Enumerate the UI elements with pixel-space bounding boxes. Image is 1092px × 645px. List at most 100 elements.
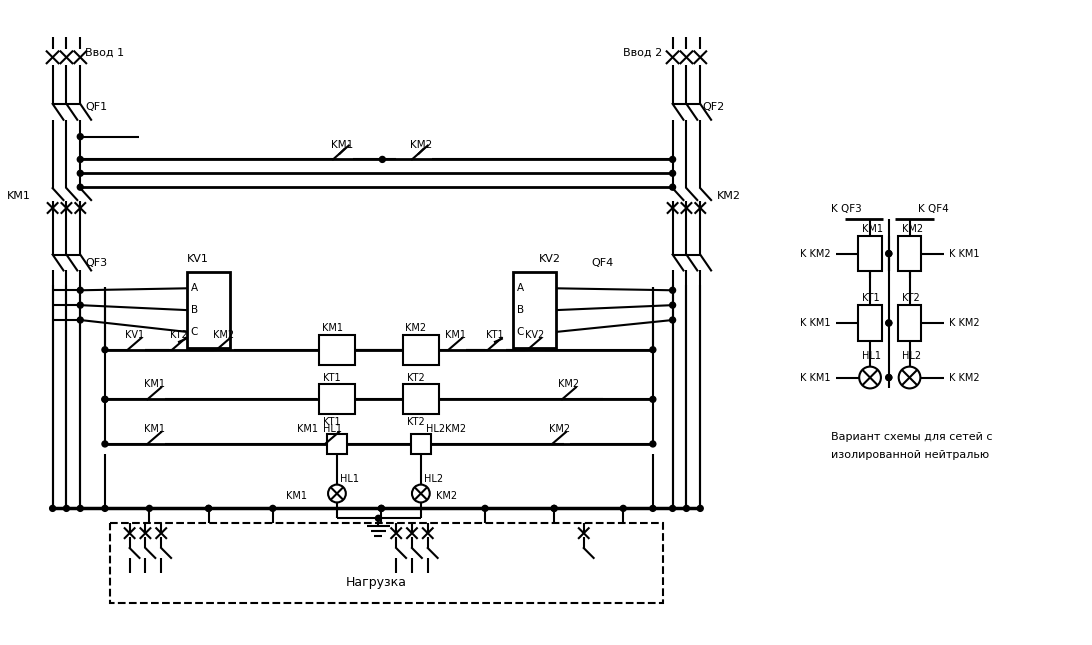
Circle shape: [49, 506, 56, 511]
Text: KT1: KT1: [323, 417, 341, 427]
Text: HL2: HL2: [426, 424, 446, 434]
Text: K KM1: K KM1: [949, 248, 980, 259]
Circle shape: [669, 184, 676, 190]
Bar: [858, 305, 882, 341]
Circle shape: [78, 157, 83, 163]
Text: QF1: QF1: [85, 102, 107, 112]
Text: KM2: KM2: [548, 424, 570, 434]
Circle shape: [270, 506, 276, 511]
Text: HL1: HL1: [322, 424, 342, 434]
Bar: [328, 434, 347, 454]
Circle shape: [669, 506, 676, 511]
Circle shape: [102, 347, 108, 353]
Circle shape: [205, 506, 212, 511]
Bar: [411, 434, 430, 454]
Circle shape: [859, 366, 881, 388]
Circle shape: [63, 506, 70, 511]
Circle shape: [78, 170, 83, 176]
Circle shape: [669, 170, 676, 176]
Circle shape: [886, 375, 892, 381]
Text: KM1: KM1: [286, 491, 307, 502]
Circle shape: [376, 515, 381, 521]
Circle shape: [669, 157, 676, 163]
Circle shape: [102, 397, 108, 402]
Bar: [898, 236, 922, 272]
Circle shape: [146, 506, 152, 511]
Text: KM2: KM2: [410, 139, 432, 150]
Text: KV1: KV1: [124, 330, 144, 340]
Circle shape: [620, 506, 626, 511]
Circle shape: [102, 441, 108, 447]
Circle shape: [379, 157, 385, 163]
Text: KM2: KM2: [436, 491, 456, 502]
Text: KM2: KM2: [405, 323, 427, 333]
Text: KV1: KV1: [187, 253, 209, 264]
Text: KT2: KT2: [170, 330, 188, 340]
Text: KT2: KT2: [902, 293, 919, 303]
Text: C: C: [517, 327, 524, 337]
Circle shape: [886, 251, 892, 257]
Text: QF2: QF2: [702, 102, 724, 112]
Circle shape: [669, 317, 676, 323]
Text: Вариант схемы для сетей с: Вариант схемы для сетей с: [831, 432, 992, 442]
Text: HL2: HL2: [424, 473, 443, 484]
Circle shape: [102, 397, 108, 402]
Text: QF4: QF4: [591, 257, 614, 268]
Text: KT2: KT2: [407, 373, 425, 382]
Text: K KM2: K KM2: [949, 318, 980, 328]
Text: B: B: [517, 305, 524, 315]
Circle shape: [412, 484, 430, 502]
Circle shape: [886, 251, 892, 257]
Text: изолированной нейтралью: изолированной нейтралью: [831, 450, 988, 460]
Text: KM1: KM1: [444, 330, 466, 340]
Text: KM2: KM2: [213, 330, 234, 340]
Text: HL1: HL1: [340, 473, 359, 484]
Text: K QF3: K QF3: [831, 204, 862, 214]
Text: QF3: QF3: [85, 257, 107, 268]
Circle shape: [886, 320, 892, 326]
Text: KM1: KM1: [7, 191, 31, 201]
Circle shape: [78, 184, 83, 190]
Circle shape: [650, 397, 656, 402]
Circle shape: [78, 506, 83, 511]
Circle shape: [379, 506, 384, 511]
Text: Ввод 1: Ввод 1: [85, 47, 124, 57]
Bar: [110, 523, 663, 602]
Text: KT1: KT1: [323, 373, 341, 382]
Circle shape: [886, 320, 892, 326]
Text: Нагрузка: Нагрузка: [346, 576, 407, 590]
Circle shape: [698, 506, 703, 511]
Text: KM2: KM2: [902, 224, 923, 234]
Text: KT1: KT1: [486, 330, 503, 340]
Circle shape: [551, 506, 557, 511]
Circle shape: [78, 317, 83, 323]
Text: KM1: KM1: [297, 424, 318, 434]
Circle shape: [78, 302, 83, 308]
Bar: [319, 335, 355, 364]
Circle shape: [899, 366, 921, 388]
Text: KM2: KM2: [558, 379, 580, 390]
Text: C: C: [191, 327, 199, 337]
Text: KM1: KM1: [144, 424, 165, 434]
Text: K KM2: K KM2: [949, 373, 980, 382]
Circle shape: [205, 506, 212, 511]
Text: KV2: KV2: [525, 330, 544, 340]
Text: K QF4: K QF4: [918, 204, 949, 214]
Text: A: A: [191, 283, 198, 293]
Text: K KM1: K KM1: [800, 373, 831, 382]
Circle shape: [551, 506, 557, 511]
Circle shape: [102, 506, 108, 511]
Text: KM1: KM1: [144, 379, 165, 390]
Text: K KM2: K KM2: [800, 248, 831, 259]
Text: KT1: KT1: [863, 293, 880, 303]
Bar: [319, 384, 355, 414]
Circle shape: [328, 484, 346, 502]
Text: KM1: KM1: [331, 139, 353, 150]
Bar: [858, 236, 882, 272]
Bar: [403, 384, 439, 414]
Text: HL2: HL2: [902, 351, 921, 361]
Circle shape: [669, 302, 676, 308]
Text: KM1: KM1: [863, 224, 883, 234]
Circle shape: [78, 287, 83, 293]
Text: HL1: HL1: [863, 351, 881, 361]
